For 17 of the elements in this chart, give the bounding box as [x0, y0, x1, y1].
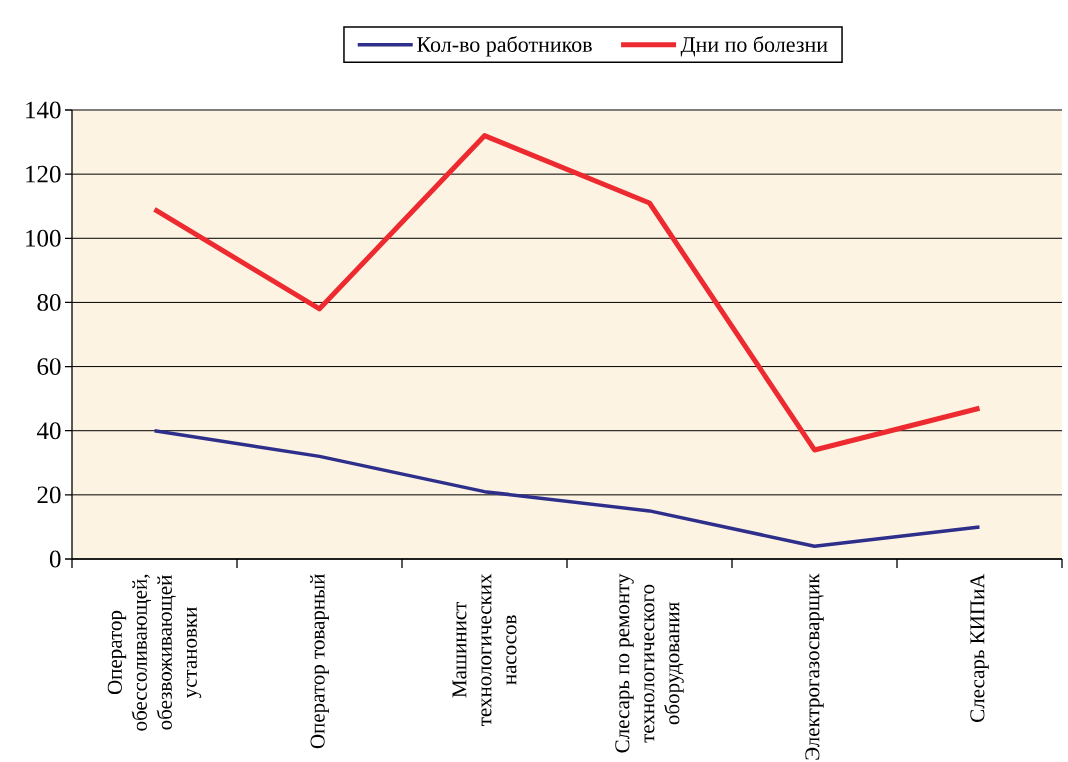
y-tick-label: 140	[26, 101, 61, 119]
y-tick-label: 80	[37, 293, 61, 311]
legend-label: Дни по болезни	[680, 36, 828, 57]
y-tick-label: 100	[26, 229, 61, 247]
legend-label: Кол-во работников	[417, 36, 592, 57]
x-tick-label: Машинист технологических насосов	[452, 573, 517, 726]
y-tick-label: 60	[37, 358, 61, 376]
x-tick-label: Оператор обессоливающей, обезвоживающей установки	[107, 574, 202, 731]
y-tick-label: 40	[36, 422, 61, 440]
line-series	[152, 428, 982, 548]
x-tick-label: Слесарь КИПиА	[970, 573, 989, 722]
y-tick-label: 20	[37, 486, 61, 504]
y-tick-label: 120	[26, 165, 61, 183]
x-tick-label: Электрогазосварщик	[805, 573, 824, 760]
x-tick-label: Слесарь по ремонту технологического оборудования	[615, 573, 684, 753]
y-tick-label: 0	[49, 550, 61, 568]
x-tick-label: Оператор товарный	[310, 574, 329, 749]
